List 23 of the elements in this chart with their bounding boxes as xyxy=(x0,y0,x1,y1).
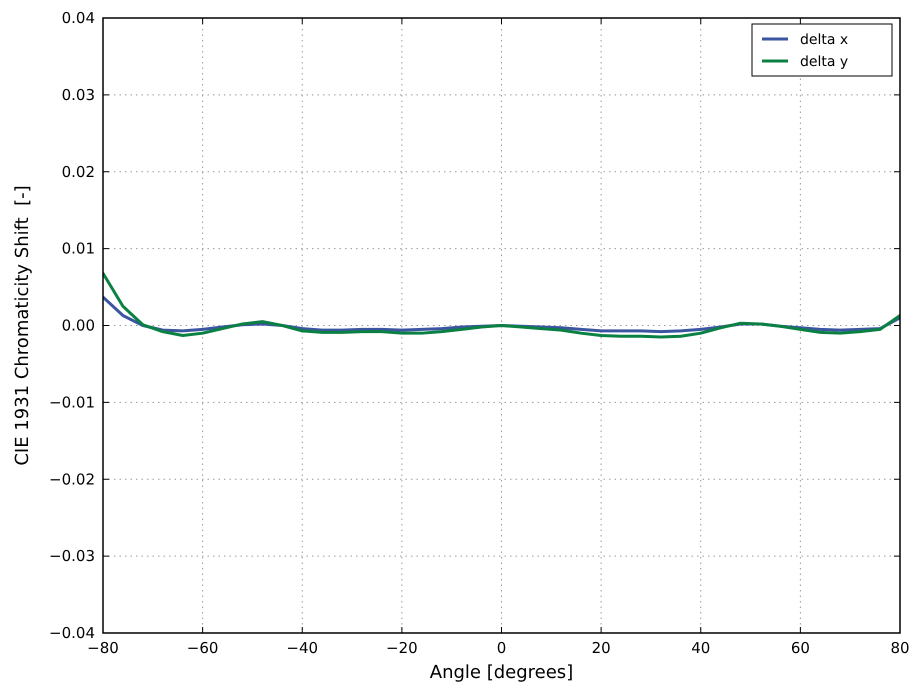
y-tick-label: 0.04 xyxy=(62,9,95,27)
legend-label: delta y xyxy=(800,54,848,70)
y-tick-label: 0.01 xyxy=(62,240,95,258)
x-tick-label: −60 xyxy=(186,639,218,657)
x-tick-label: −20 xyxy=(386,639,418,657)
x-tick-label: −40 xyxy=(286,639,318,657)
y-tick-label: −0.02 xyxy=(49,470,95,488)
x-tick-label: 40 xyxy=(691,639,710,657)
legend-label: delta x xyxy=(800,32,848,48)
x-tick-label: −80 xyxy=(87,639,119,657)
x-tick-label: 0 xyxy=(496,639,506,657)
y-tick-label: −0.01 xyxy=(49,393,95,412)
y-tick-label: 0.02 xyxy=(62,162,95,181)
x-axis-title: Angle [degrees] xyxy=(430,662,574,683)
y-tick-label: −0.04 xyxy=(49,624,95,642)
x-tick-label: 20 xyxy=(592,639,611,657)
y-tick-label: 0.03 xyxy=(62,86,95,104)
y-tick-label: 0.00 xyxy=(62,316,95,334)
line-series xyxy=(103,272,900,339)
x-tick-label: 80 xyxy=(890,639,910,657)
y-tick-label: −0.03 xyxy=(49,547,95,566)
x-tick-label: 60 xyxy=(790,639,810,657)
y-axis-title: CIE 1931 Chromaticity Shift [-] xyxy=(12,185,33,466)
